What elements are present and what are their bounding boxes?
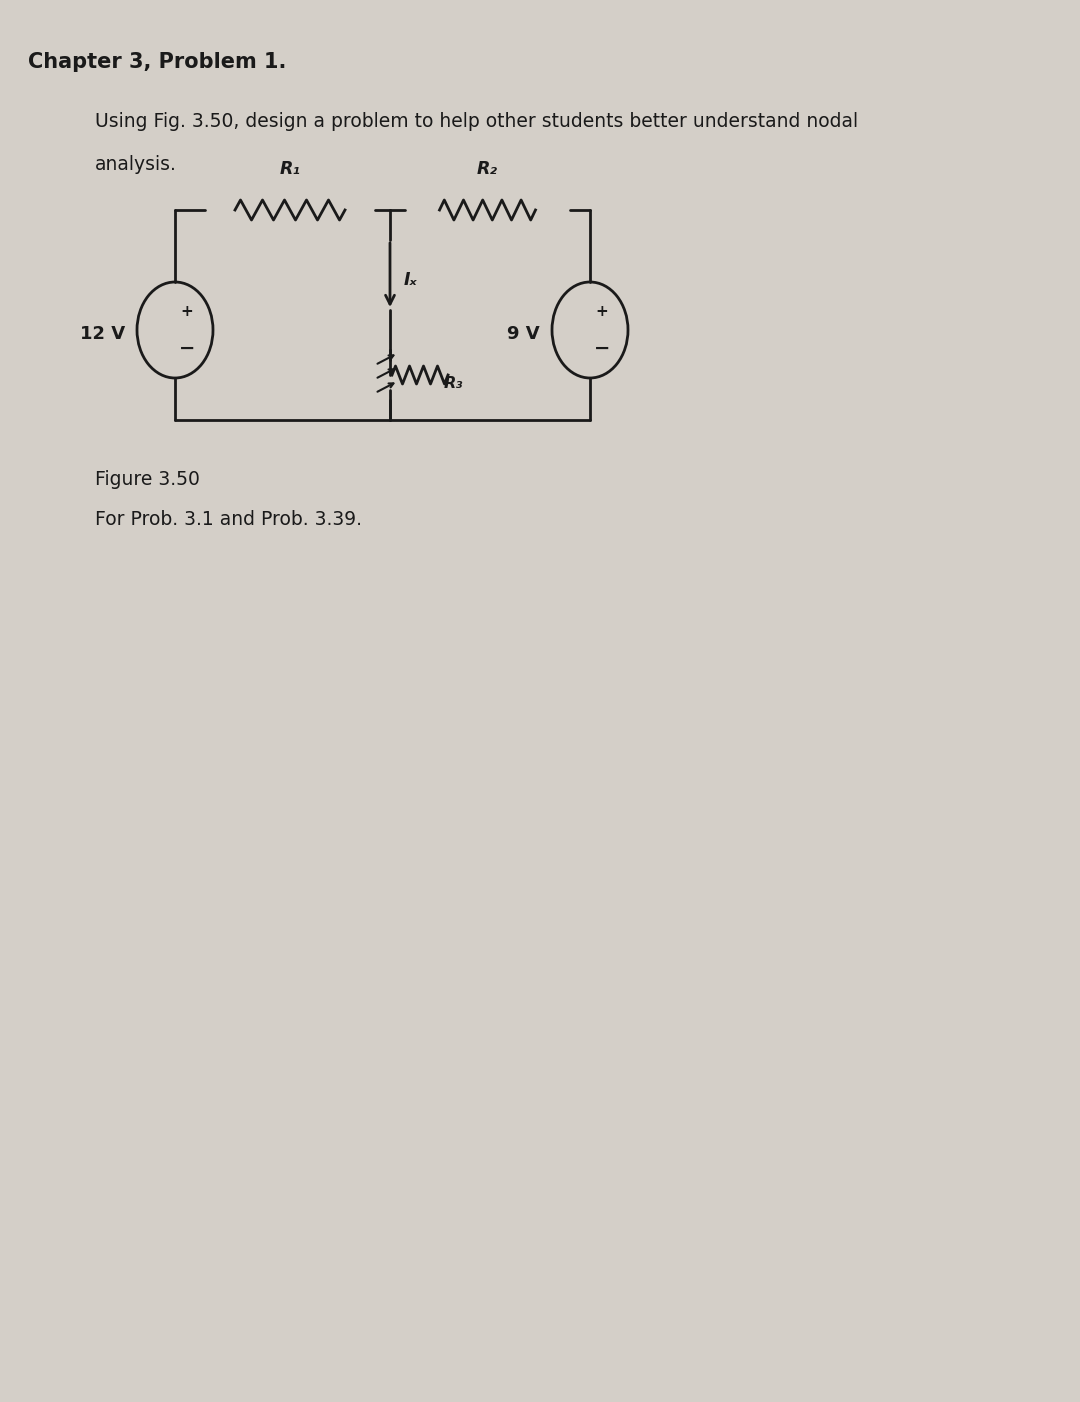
Text: +: +	[180, 304, 193, 320]
Text: R₂: R₂	[477, 160, 498, 178]
Text: Figure 3.50: Figure 3.50	[95, 470, 200, 489]
Text: For Prob. 3.1 and Prob. 3.39.: For Prob. 3.1 and Prob. 3.39.	[95, 510, 362, 529]
Text: Chapter 3, Problem 1.: Chapter 3, Problem 1.	[28, 52, 286, 72]
Text: Iₓ: Iₓ	[404, 271, 418, 289]
Text: −: −	[594, 338, 610, 358]
Text: R₁: R₁	[280, 160, 300, 178]
Text: R₃: R₃	[444, 376, 463, 391]
Text: +: +	[596, 304, 608, 320]
Text: 12 V: 12 V	[80, 325, 125, 343]
Text: Using Fig. 3.50, design a problem to help other students better understand nodal: Using Fig. 3.50, design a problem to hel…	[95, 112, 859, 130]
Text: analysis.: analysis.	[95, 156, 177, 174]
Text: 9 V: 9 V	[508, 325, 540, 343]
Text: −: −	[179, 338, 195, 358]
